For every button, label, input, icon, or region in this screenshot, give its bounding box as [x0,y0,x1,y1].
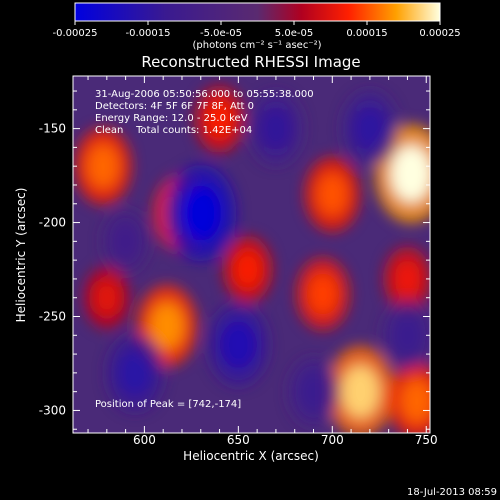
heat-source [222,235,273,304]
heat-source [382,301,430,369]
heat-source [383,246,430,312]
heat-source [194,85,245,153]
heat-source [102,210,149,273]
heat-source [74,127,132,205]
annotation-energy-range: Energy Range: 12.0 - 25.0 keV [95,113,248,124]
annotation-total-counts: Clean Total counts: 1.42E+04 [95,125,252,136]
colorbar-tick-label: -5.0e-05 [200,28,242,39]
x-tick-label: 650 [227,433,250,447]
x-axis-label: Heliocentric X (arcsec) [183,449,319,463]
colorbar-ticks [74,21,441,25]
heat-source [288,358,339,426]
y-tick-label: -150 [39,122,66,136]
colorbar-tick-label: 0.00015 [346,28,387,39]
x-tick-label: 700 [321,433,344,447]
heat-source [83,266,130,329]
colorbar-tick-label: -0.00015 [126,28,171,39]
y-tick-label: -200 [39,216,66,230]
heat-source [208,303,269,386]
peak-position-label: Position of Peak = [742,-174] [95,399,241,410]
annotation-detectors: Detectors: 4F 5F 6F 7F 8F, Att 0 [95,101,254,112]
y-tick-label: -250 [39,310,66,324]
colorbar [74,2,441,22]
plot-area [73,76,430,433]
x-axis: 600 650 700 750 [87,76,438,447]
heat-source [388,362,430,433]
colorbar-tick-labels: -0.00025 -0.00015 -5.0e-05 5.0e-05 0.00015 0.… [53,28,461,39]
y-tick-label: -300 [39,403,66,417]
annotation-time-range: 31-Aug-2006 05:50:56.000 to 05:55:38.000 [95,89,314,100]
heat-source [249,92,303,165]
colorbar-tick-label: 0.00025 [419,28,460,39]
x-tick-label: 750 [415,433,438,447]
heat-source [326,345,395,433]
plot-frame [72,75,431,434]
heat-source [342,91,398,166]
y-axis: -150 -200 -250 -300 [39,90,430,430]
heat-source [165,164,237,262]
heat-source [304,157,360,232]
y-axis-label: Heliocentric Y (arcsec) [14,188,28,323]
colorbar-tick-label: 5.0e-05 [275,28,313,39]
colorbar-unit-label: (photons cm⁻² s⁻¹ asec⁻²) [192,40,321,51]
heat-source [106,334,164,412]
heat-source [296,257,350,330]
x-tick-label: 600 [133,433,156,447]
chart-title: Reconstructed RHESSI Image [141,53,360,71]
colorbar-tick-label: -0.00025 [53,28,98,39]
footer-timestamp: 18-Jul-2013 08:59 [407,487,497,498]
